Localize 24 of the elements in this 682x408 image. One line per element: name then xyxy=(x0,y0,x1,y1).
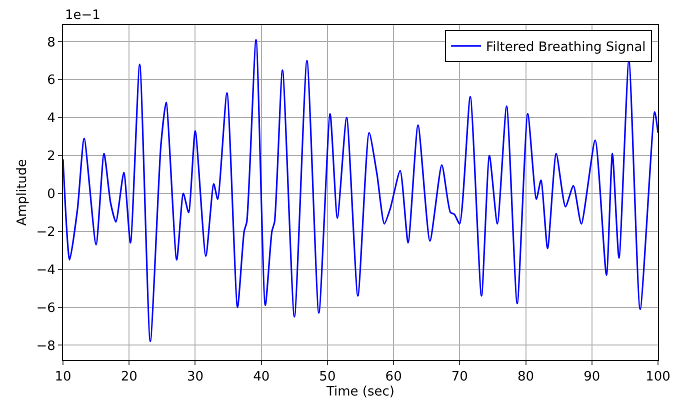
x-tick-label: 60 xyxy=(385,370,402,385)
x-tick-label: 100 xyxy=(646,370,670,385)
y-tick-label: −6 xyxy=(36,300,56,316)
y-tick-label: −2 xyxy=(36,224,56,240)
x-tick-label: 30 xyxy=(186,370,204,385)
x-tick-label: 90 xyxy=(584,370,600,385)
y-tick-label: −4 xyxy=(36,262,56,278)
y-tick-label: 2 xyxy=(47,149,56,164)
text: 1e−1 xyxy=(65,8,100,23)
y-axis-title: Amplitude xyxy=(15,159,30,226)
legend-label: Filtered Breathing Signal xyxy=(486,40,646,56)
y-tick-label: −8 xyxy=(36,338,56,354)
x-tick-label: 10 xyxy=(54,370,72,385)
y-tick-label: 0 xyxy=(47,187,56,202)
line-series xyxy=(63,39,658,342)
y-tick-label: 6 xyxy=(47,73,56,88)
x-axis-title: Time (sec) xyxy=(325,384,395,400)
y-tick-label: 8 xyxy=(47,35,56,50)
x-tick-label: 80 xyxy=(518,370,534,385)
x-tick-label: 20 xyxy=(120,370,138,385)
y-tick-label: 4 xyxy=(47,111,56,126)
x-tick-label: 70 xyxy=(451,370,468,385)
x-tick-label: 40 xyxy=(253,370,270,385)
x-tick-label: 50 xyxy=(319,370,336,385)
